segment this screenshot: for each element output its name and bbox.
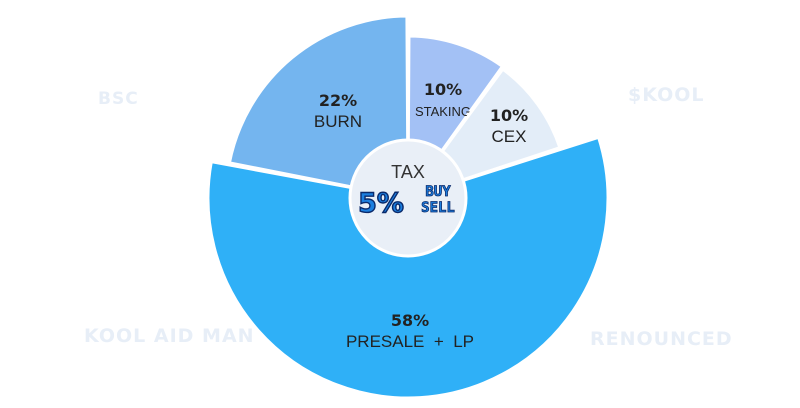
slice-presale-lp [206,135,610,400]
tax-sell: SELL [421,200,455,216]
renounced-label: RENOUNCED [590,328,733,350]
slice-percent-label: 10% [424,80,462,99]
tax-title: TAX [391,162,425,182]
bsc-label: BSC [98,89,139,109]
slice-name-label: BURN [314,112,362,131]
slice-percent-label: 22% [319,91,357,110]
slice-name-label: PRESALE + LP [346,332,474,351]
slice-name-label: STAKING [415,104,471,119]
slice-percent-label: 10% [490,106,528,125]
slice-percent-label: 58% [391,311,429,330]
kool-aid-man-label: KOOL AID MAN [84,325,255,347]
tax-center: TAX 5% BUY SELL [348,138,468,258]
slice-burn [227,14,410,200]
slice-name-label: CEX [492,127,527,146]
tax-center-circle [348,138,468,258]
tax-percent: 5% [358,188,404,219]
tax-buy: BUY [425,184,451,200]
kool-label: $KOOL [628,84,705,106]
